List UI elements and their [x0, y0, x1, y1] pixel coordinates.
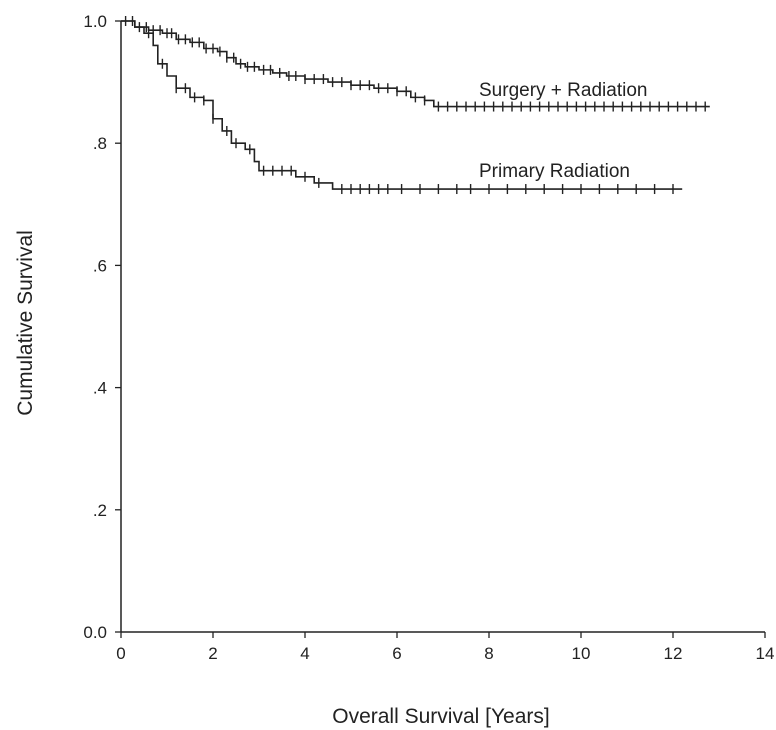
y-tick-label: .2: [93, 501, 107, 520]
x-tick-label: 12: [664, 644, 683, 663]
y-tick-label: 1.0: [83, 12, 107, 31]
x-axis-label: Overall Survival [Years]: [332, 705, 549, 728]
series-layer: [121, 16, 710, 195]
y-tick-label: .4: [93, 379, 107, 398]
x-tick-label: 0: [116, 644, 125, 663]
x-tick-label: 10: [572, 644, 591, 663]
y-tick-label: .8: [93, 134, 107, 153]
survival-curve-1: [121, 20, 683, 190]
y-axis-label: Cumulative Survival: [14, 230, 37, 416]
series-label-surgery-radiation: Surgery + Radiation: [479, 80, 647, 101]
series-label-primary-radiation: Primary Radiation: [479, 161, 630, 182]
x-tick-label: 14: [756, 644, 775, 663]
x-ticks: 0 2 4 6 8 10 12 14: [116, 632, 774, 663]
y-ticks: 0.0 .2 .4 .6 .8 1.0: [83, 12, 121, 642]
axes: [120, 21, 765, 633]
x-tick-label: 8: [484, 644, 493, 663]
x-tick-label: 4: [300, 644, 309, 663]
y-tick-label: 0.0: [83, 623, 107, 642]
x-tick-label: 6: [392, 644, 401, 663]
y-tick-label: .6: [93, 256, 107, 275]
x-tick-label: 2: [208, 644, 217, 663]
